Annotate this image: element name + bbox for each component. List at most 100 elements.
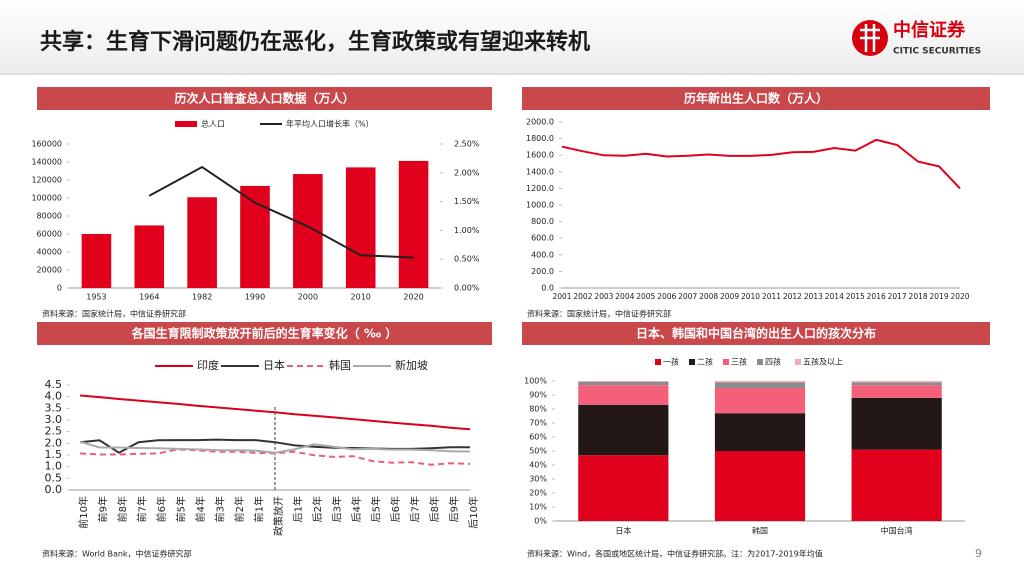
y-tick-label: 4.5 [45, 378, 63, 391]
bar-segment [851, 385, 942, 398]
x-tick-label: 后3年 [331, 496, 344, 522]
source-note: 资料来源：国家统计局，中信证券研究部 [527, 309, 671, 319]
legend-swatch [757, 359, 763, 365]
series-line [561, 138, 961, 190]
x-tick-label: 2012 [783, 292, 802, 301]
x-tick-label: 后2年 [311, 496, 324, 522]
x-tick-label: 2001 [552, 292, 571, 301]
series-line [79, 394, 471, 431]
y-tick-label: 1.5 [45, 448, 63, 461]
y-tick-label: 140000 [31, 158, 62, 167]
series-line [148, 165, 414, 259]
bar-segment [851, 397, 942, 450]
panel-title: 历次人口普查总人口数据（万人） [174, 91, 354, 106]
x-tick-label: 2014 [825, 292, 844, 301]
x-tick-label: 2010 [741, 292, 760, 301]
legend-label: 日本 [263, 358, 285, 372]
logo-glyph [860, 24, 880, 52]
y-tick-label: 200.0 [531, 267, 554, 276]
panel-header [37, 87, 492, 110]
y-tick-label: 90% [529, 391, 547, 400]
y-tick-label: 120000 [31, 176, 62, 185]
x-tick-label: 2004 [615, 292, 634, 301]
panel-title: 历年新出生人口数（万人） [684, 91, 828, 106]
x-tick-label: 韩国 [752, 526, 768, 536]
y-tick-label: 80000 [37, 212, 62, 221]
legend-label: 总人口 [201, 119, 225, 129]
series-line [79, 440, 471, 454]
y-tick-label: 2.0 [45, 436, 63, 449]
x-tick-label: 政策放开 [272, 496, 285, 536]
y2-tick-label: 1.00% [454, 226, 480, 235]
bar [398, 160, 429, 288]
x-tick-label: 2002 [573, 292, 592, 301]
x-tick-label: 2016 [867, 292, 886, 301]
y-tick-label: 30% [529, 475, 547, 484]
y-tick-label: 400.0 [531, 250, 554, 259]
legend-label: 三孩 [731, 357, 747, 367]
logo: 中信证券 CITIC SECURITIES [852, 19, 981, 57]
bar-segment [578, 381, 669, 382]
legend-label: 一孩 [663, 357, 679, 367]
legend-swatch [723, 359, 729, 365]
legend-label: 韩国 [329, 358, 351, 372]
y-tick-label: 0 [57, 284, 62, 293]
panel-title: 各国生育限制政策放开前后的生育率变化（ ‰ ） [131, 326, 398, 341]
x-tick-label: 2013 [804, 292, 823, 301]
y-tick-label: 70% [529, 419, 547, 428]
bar-segment [851, 449, 942, 521]
x-tick-label: 2007 [678, 292, 697, 301]
y-tick-label: 0.5 [45, 471, 63, 484]
y2-tick-label: 1.50% [454, 197, 480, 206]
y-tick-label: 80% [529, 405, 547, 414]
bar-segment [714, 388, 806, 414]
x-tick-label: 前9年 [97, 496, 110, 522]
y-tick-label: 40000 [37, 248, 62, 257]
x-tick-label: 2009 [720, 292, 739, 301]
x-tick-label: 前8年 [116, 496, 129, 522]
legend-swatch [655, 359, 661, 365]
source-note: 资料来源：World Bank，中信证券研究部 [42, 549, 192, 559]
bar-segment [851, 382, 942, 386]
y-tick-label: 10% [529, 503, 547, 512]
panel-header [522, 322, 990, 345]
y-tick-label: 1200.0 [526, 184, 554, 193]
x-tick-label: 2018 [909, 292, 928, 301]
y-tick-label: 1600.0 [526, 151, 554, 160]
x-tick-label: 前7年 [136, 496, 149, 522]
bar-segment [578, 404, 669, 456]
x-tick-label: 后7年 [409, 496, 422, 522]
x-tick-label: 2011 [762, 292, 781, 301]
x-tick-label: 前1年 [253, 496, 266, 522]
y-tick-label: 4.0 [45, 390, 63, 403]
x-tick-label: 2005 [636, 292, 655, 301]
legend-swatch [795, 359, 801, 365]
panel-title: 日本、韩国和中国台湾的出生人口的孩次分布 [636, 326, 876, 341]
y-tick-label: 0.0 [541, 284, 554, 293]
y-tick-label: 60000 [37, 230, 62, 239]
bar-segment [714, 451, 806, 521]
y-tick-label: 20% [529, 489, 547, 498]
x-tick-label: 2019 [930, 292, 949, 301]
bar [134, 225, 165, 288]
x-tick-label: 2020 [403, 293, 423, 302]
x-tick-label: 1982 [192, 293, 212, 302]
logo-cn: 中信证券 [893, 19, 966, 41]
y-tick-label: 1800.0 [526, 134, 554, 143]
y2-tick-label: 2.50% [454, 140, 480, 149]
legend-swatch [689, 359, 695, 365]
y-tick-label: 20000 [37, 266, 62, 275]
x-tick-label: 2017 [888, 292, 907, 301]
bar-segment [578, 455, 669, 521]
x-tick-label: 2000 [298, 293, 318, 302]
y2-tick-label: 0.00% [454, 284, 480, 293]
y-tick-label: 60% [529, 433, 547, 442]
bar-segment [714, 382, 806, 388]
x-tick-label: 后1年 [292, 496, 305, 522]
y-tick-label: 1000.0 [526, 201, 554, 210]
x-tick-label: 2015 [846, 292, 865, 301]
y-tick-label: 3.0 [45, 413, 63, 426]
panel-header [37, 322, 492, 345]
y-tick-label: 3.5 [45, 401, 63, 414]
